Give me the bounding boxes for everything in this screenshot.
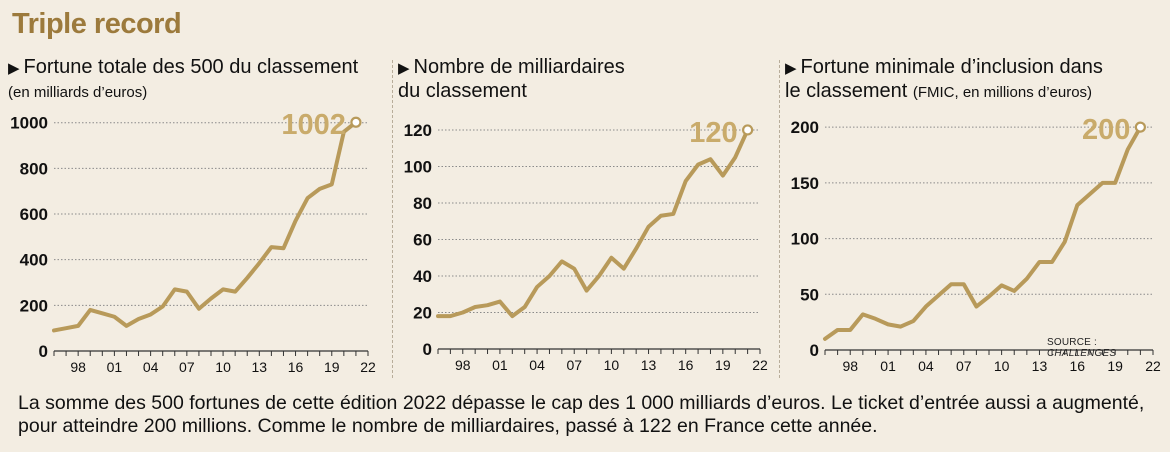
chart-title-line2: le classement xyxy=(785,80,908,102)
y-tick-label: 800 xyxy=(20,159,48,178)
x-tick-label: 22 xyxy=(752,357,768,373)
x-tick-label: 01 xyxy=(492,357,508,373)
x-tick-label: 07 xyxy=(566,357,582,373)
data-point xyxy=(1134,121,1146,133)
y-tick-label: 80 xyxy=(413,194,432,213)
x-tick-label: 01 xyxy=(107,359,123,375)
y-tick-label: 40 xyxy=(413,267,432,286)
series-line xyxy=(823,125,1143,341)
triangle-bullet-icon: ▶ xyxy=(8,60,20,77)
y-tick-label: 60 xyxy=(413,230,432,249)
x-tick-label: 07 xyxy=(179,359,195,375)
page-title: Triple record xyxy=(12,8,182,40)
y-tick-label: 400 xyxy=(20,251,48,270)
y-tick-label: 50 xyxy=(800,285,819,304)
y-tick-label: 600 xyxy=(20,205,48,224)
chart-heading: ▶ Nombre de milliardaires du classement xyxy=(398,56,625,103)
y-tick-label: 0 xyxy=(810,341,819,360)
source-label: SOURCE : xyxy=(1047,337,1097,348)
triangle-bullet-icon: ▶ xyxy=(785,60,797,77)
source-name: CHALLENGES xyxy=(1047,348,1117,359)
x-tick-label: 04 xyxy=(529,357,545,373)
x-tick-label: 16 xyxy=(678,357,694,373)
x-tick-label: 16 xyxy=(1070,358,1086,374)
x-tick-label: 10 xyxy=(994,358,1010,374)
y-tick-label: 100 xyxy=(791,230,819,249)
x-tick-label: 01 xyxy=(880,358,896,374)
y-tick-label: 100 xyxy=(404,157,432,176)
x-tick-label: 19 xyxy=(1107,358,1123,374)
panel-divider xyxy=(392,60,393,378)
chart-panel-fmic: ▶ Fortune minimale d’inclusion dans le cl… xyxy=(785,56,1165,380)
x-tick-label: 13 xyxy=(1032,358,1048,374)
x-tick-label: 04 xyxy=(918,358,934,374)
x-tick-label: 13 xyxy=(252,359,268,375)
triangle-bullet-icon: ▶ xyxy=(398,60,410,77)
x-tick-label: 04 xyxy=(143,359,159,375)
x-tick-label: 07 xyxy=(956,358,972,374)
x-tick-label: 98 xyxy=(455,357,471,373)
chart-title: Nombre de milliardaires xyxy=(413,56,625,78)
x-tick-label: 22 xyxy=(1145,358,1161,374)
y-tick-label: 200 xyxy=(20,296,48,315)
chart-svg: 0 200 400 600 800 1000 98 01 04 07 10 13 16 19 22 1002 xyxy=(10,109,376,375)
panel-divider xyxy=(779,60,780,378)
x-tick-label: 98 xyxy=(842,358,858,374)
x-tick-label: 13 xyxy=(641,357,657,373)
source-credit: SOURCE : CHALLENGES xyxy=(1047,337,1165,359)
x-tick-label: 22 xyxy=(360,359,376,375)
data-label-callout: 1002 xyxy=(281,109,346,141)
chart-subtitle: (en milliards d’euros) xyxy=(8,84,148,101)
chart-panel-fortune-totale: ▶ Fortune totale des 500 du classement (e… xyxy=(8,56,388,380)
data-label-callout: 120 xyxy=(689,117,737,149)
chart-subtitle: (FMIC, en millions d’euros) xyxy=(912,84,1093,101)
y-tick-label: 20 xyxy=(413,303,432,322)
chart-panel-nombre-milliardaires: ▶ Nombre de milliardaires du classement 0… xyxy=(398,56,772,380)
y-tick-label: 1000 xyxy=(10,114,48,133)
series-line xyxy=(436,127,750,319)
y-tick-label: 150 xyxy=(791,174,819,193)
x-tick-label: 19 xyxy=(715,357,731,373)
chart-svg: 0 20 40 60 80 100 120 98 01 04 07 10 13 16 19 22 120 xyxy=(404,117,768,373)
footer-caption: La somme des 500 fortunes de cette éditi… xyxy=(18,392,1145,437)
x-tick-label: 10 xyxy=(604,357,620,373)
chart-heading: ▶ Fortune minimale d’inclusion dans le cl… xyxy=(785,56,1103,104)
data-label-callout: 200 xyxy=(1082,114,1130,146)
y-tick-label: 120 xyxy=(404,121,432,140)
chart-title: Fortune minimale d’inclusion dans xyxy=(800,56,1103,78)
data-point xyxy=(742,124,754,136)
data-point xyxy=(350,116,362,128)
chart-heading: ▶ Fortune totale des 500 du classement (e… xyxy=(8,56,358,104)
x-tick-label: 10 xyxy=(215,359,231,375)
chart-title-line2: du classement xyxy=(398,80,527,102)
y-tick-label: 0 xyxy=(39,342,48,361)
series-line xyxy=(52,120,358,333)
x-tick-label: 19 xyxy=(324,359,340,375)
chart-svg: 0 50 100 150 200 98 01 04 07 10 13 16 19 22 200 xyxy=(791,114,1161,374)
chart-title: Fortune totale des 500 du classement xyxy=(23,56,359,78)
x-tick-label: 16 xyxy=(288,359,304,375)
y-tick-label: 0 xyxy=(423,340,432,359)
y-tick-label: 200 xyxy=(791,118,819,137)
x-tick-label: 98 xyxy=(70,359,86,375)
